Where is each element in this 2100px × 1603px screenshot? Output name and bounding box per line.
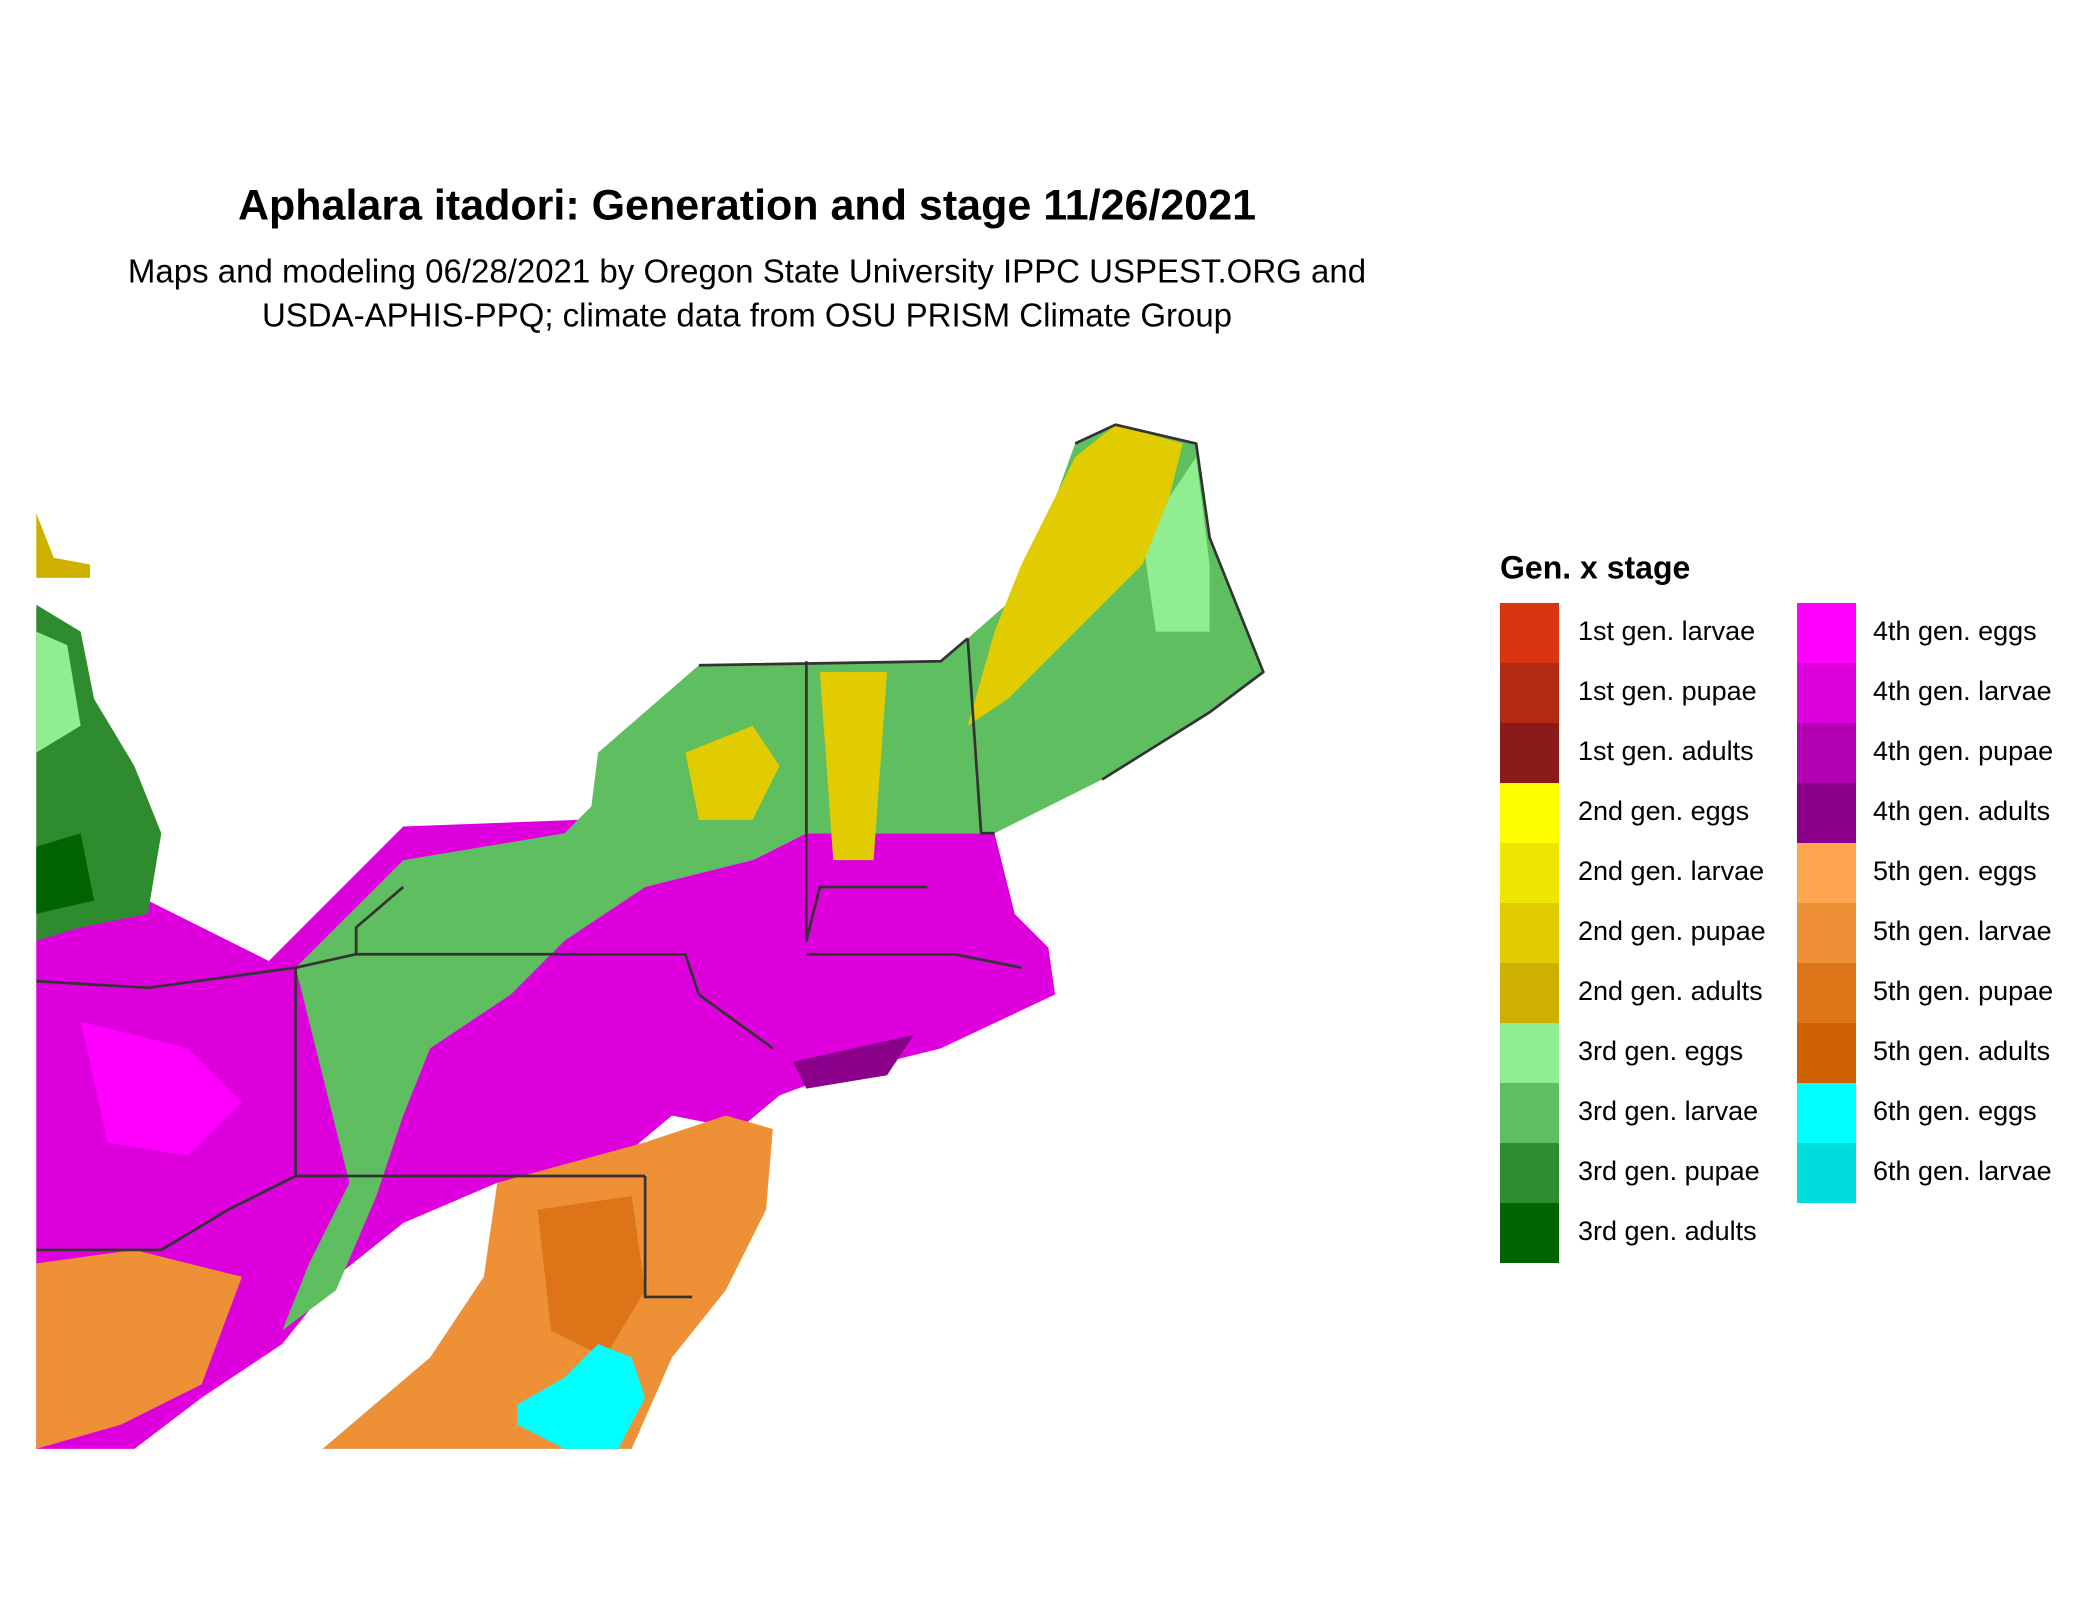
- legend-title: Gen. x stage: [1500, 549, 1690, 585]
- legend-swatch: [1797, 663, 1856, 723]
- legend-swatch: [1797, 963, 1856, 1023]
- legend-swatch: [1500, 603, 1559, 663]
- legend-label: 2nd gen. eggs: [1578, 796, 1749, 826]
- legend-label: 4th gen. eggs: [1873, 616, 2037, 646]
- legend-label: 2nd gen. adults: [1578, 976, 1763, 1006]
- subtitle: Maps and modeling 06/28/2021 by Oregon S…: [128, 253, 1366, 290]
- legend-swatch: [1797, 843, 1856, 903]
- legend-swatch: [1797, 903, 1856, 963]
- legend-swatch: [1500, 1143, 1559, 1203]
- legend-swatch: [1797, 1023, 1856, 1083]
- legend-swatch: [1797, 603, 1856, 663]
- legend-swatch: [1500, 783, 1559, 843]
- legend-swatch: [1500, 1203, 1559, 1263]
- legend-label: 5th gen. adults: [1873, 1036, 2050, 1066]
- legend-label: 4th gen. pupae: [1873, 736, 2053, 766]
- legend-label: 3rd gen. larvae: [1578, 1096, 1758, 1126]
- legend-label: 5th gen. eggs: [1873, 856, 2037, 886]
- legend-label: 1st gen. adults: [1578, 736, 1754, 766]
- legend-swatch: [1500, 903, 1559, 963]
- legend-label: 6th gen. larvae: [1873, 1156, 2052, 1186]
- legend-swatch: [1797, 1143, 1856, 1203]
- legend-label: 3rd gen. adults: [1578, 1216, 1757, 1246]
- legend-label: 5th gen. larvae: [1873, 916, 2052, 946]
- legend-swatch: [1500, 1023, 1559, 1083]
- legend-label: 1st gen. larvae: [1578, 616, 1755, 646]
- legend-swatch: [1500, 663, 1559, 723]
- legend-label: 2nd gen. larvae: [1578, 856, 1764, 886]
- legend-label: 3rd gen. pupae: [1578, 1156, 1760, 1186]
- legend-label: 2nd gen. pupae: [1578, 916, 1766, 946]
- legend-swatch: [1500, 1083, 1559, 1143]
- legend-swatch: [1500, 723, 1559, 783]
- subtitle: USDA-APHIS-PPQ; climate data from OSU PR…: [262, 297, 1232, 334]
- legend-label: 3rd gen. eggs: [1578, 1036, 1743, 1066]
- legend-swatch: [1797, 1083, 1856, 1143]
- legend-label: 1st gen. pupae: [1578, 676, 1757, 706]
- legend-label: 4th gen. adults: [1873, 796, 2050, 826]
- map-title: Aphalara itadori: Generation and stage 1…: [238, 181, 1256, 229]
- legend-swatch: [1500, 843, 1559, 903]
- map: [36, 423, 1265, 1449]
- legend-swatch: [1500, 963, 1559, 1023]
- legend: 1st gen. larvae 1st gen. pupae 1st gen. ad…: [1500, 603, 2053, 1263]
- legend-label: 6th gen. eggs: [1873, 1096, 2037, 1126]
- legend-label: 4th gen. larvae: [1873, 676, 2052, 706]
- legend-swatch: [1797, 783, 1856, 843]
- legend-label: 5th gen. pupae: [1873, 976, 2053, 1006]
- legend-swatch: [1797, 723, 1856, 783]
